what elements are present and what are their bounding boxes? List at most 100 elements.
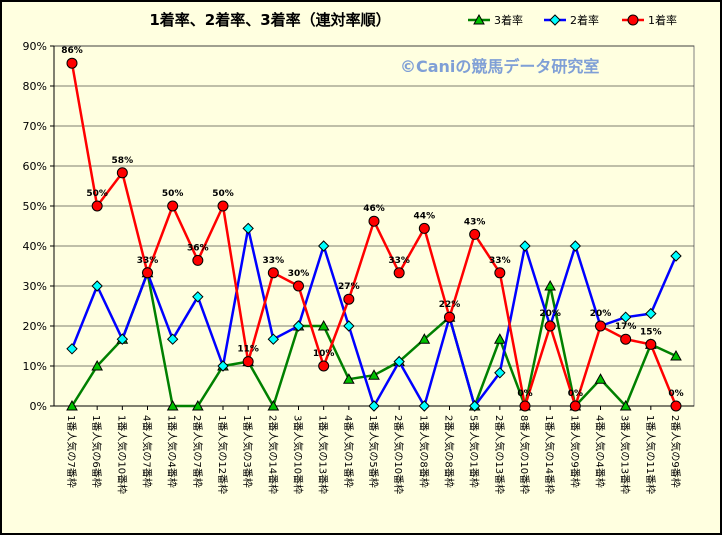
diamond-marker <box>91 280 103 292</box>
circle-marker <box>318 360 330 372</box>
legend-label: 1着率 <box>648 13 677 27</box>
y-tick-label: 90% <box>23 40 47 53</box>
circle-marker <box>343 293 355 305</box>
x-tick-label: 1番人気の8番枠 <box>417 415 430 488</box>
y-tick-label: 0% <box>30 400 47 413</box>
diamond-marker <box>569 240 582 252</box>
diamond-marker <box>645 307 657 320</box>
x-tick-label: 2番人気の10番枠 <box>392 415 405 494</box>
data-label: 50% <box>162 189 184 199</box>
watermark: ©Caniの競馬データ研究室 <box>400 57 599 76</box>
data-label: 33% <box>263 256 285 266</box>
x-tick-label: 2番人気の7番枠 <box>191 415 204 488</box>
x-tick-label: 1番人気の14番枠 <box>543 415 556 494</box>
data-label: 22% <box>439 300 461 310</box>
circle-marker <box>116 167 128 179</box>
data-label: 11% <box>237 345 259 355</box>
triangle-marker <box>317 319 330 331</box>
chart-title: 1着率、2着率、3着率（連対率順） <box>149 11 390 29</box>
data-label: 44% <box>414 211 436 221</box>
diamond-marker <box>468 400 481 412</box>
data-label: 0% <box>517 389 532 399</box>
triangle-marker <box>544 279 557 291</box>
triangle-marker <box>342 373 355 384</box>
data-label: 0% <box>568 389 583 399</box>
data-label: 30% <box>288 269 310 279</box>
diamond-marker <box>66 343 78 355</box>
x-tick-label: 2番人気の8番枠 <box>443 415 456 488</box>
data-label: 33% <box>137 256 159 266</box>
circle-marker <box>544 320 556 332</box>
circle-marker <box>142 267 153 279</box>
circle-marker <box>519 400 531 412</box>
circle-marker <box>670 400 682 412</box>
triangle-marker <box>594 373 607 384</box>
circle-marker <box>167 200 179 212</box>
data-label: 20% <box>590 309 612 319</box>
x-tick-label: 1番人気の3番枠 <box>241 415 254 488</box>
circle-marker <box>91 200 103 212</box>
diamond-marker <box>166 333 179 345</box>
diamond-marker <box>418 400 431 412</box>
data-label: 86% <box>61 46 83 56</box>
x-tick-label: 5番人気の1番枠 <box>468 415 481 488</box>
x-tick-label: 1番人気の4番枠 <box>166 415 179 488</box>
data-label: 20% <box>539 309 561 319</box>
triangle-marker <box>66 399 78 411</box>
y-tick-label: 30% <box>23 280 47 293</box>
legend-label: 3着率 <box>494 13 523 27</box>
circle-marker <box>418 222 430 234</box>
triangle-marker <box>267 399 280 411</box>
triangle-marker <box>418 333 431 344</box>
diamond-marker <box>368 400 380 412</box>
triangle-marker <box>191 399 204 411</box>
y-tick-label: 50% <box>23 200 47 213</box>
circle-marker <box>620 333 632 345</box>
data-label: 10% <box>313 349 335 359</box>
diamond-marker <box>670 250 682 262</box>
data-label: 43% <box>464 217 486 227</box>
y-tick-label: 60% <box>23 160 47 173</box>
diamond-marker <box>267 333 280 345</box>
circle-marker <box>569 400 581 412</box>
circle-marker <box>66 57 78 69</box>
circle-marker <box>494 267 506 279</box>
circle-marker <box>267 267 279 279</box>
circle-marker <box>393 267 405 279</box>
circle-marker <box>444 311 455 323</box>
x-tick-label: 2番人気の9番枠 <box>669 415 682 488</box>
x-tick-label: 1番人気の12番枠 <box>216 415 229 494</box>
data-label: 27% <box>338 282 360 292</box>
data-label: 15% <box>640 327 662 337</box>
diamond-marker <box>292 320 305 332</box>
y-tick-label: 40% <box>23 240 47 253</box>
triangle-marker <box>619 399 632 411</box>
circle-marker <box>469 228 481 240</box>
diamond-marker <box>494 367 506 379</box>
data-label: 46% <box>363 204 385 214</box>
y-tick-label: 70% <box>23 120 47 133</box>
x-tick-label: 1番人気の7番枠 <box>65 415 78 488</box>
y-tick-label: 10% <box>23 360 47 373</box>
x-tick-label: 1番人気の5番枠 <box>367 415 380 488</box>
triangle-marker <box>670 349 682 361</box>
y-tick-label: 20% <box>23 320 47 333</box>
x-tick-label: 4番人気の4番枠 <box>594 415 607 488</box>
data-label: 50% <box>212 189 234 199</box>
diamond-marker <box>519 240 531 252</box>
diamond-marker <box>317 240 330 252</box>
data-label: 58% <box>112 156 134 166</box>
circle-marker <box>368 215 380 227</box>
x-tick-label: 2番人気の13番枠 <box>493 415 506 494</box>
legend-triangle-icon <box>473 13 485 25</box>
x-tick-label: 1番人気の11番枠 <box>644 415 657 494</box>
x-tick-label: 4番人気の1番枠 <box>342 415 355 488</box>
diamond-marker <box>393 355 405 368</box>
circle-marker <box>293 280 304 292</box>
data-label: 50% <box>86 189 108 199</box>
x-tick-label: 3番人気の13番枠 <box>619 415 632 494</box>
triangle-marker <box>493 333 506 344</box>
legend-diamond-icon <box>549 14 561 26</box>
diamond-marker <box>116 333 129 345</box>
